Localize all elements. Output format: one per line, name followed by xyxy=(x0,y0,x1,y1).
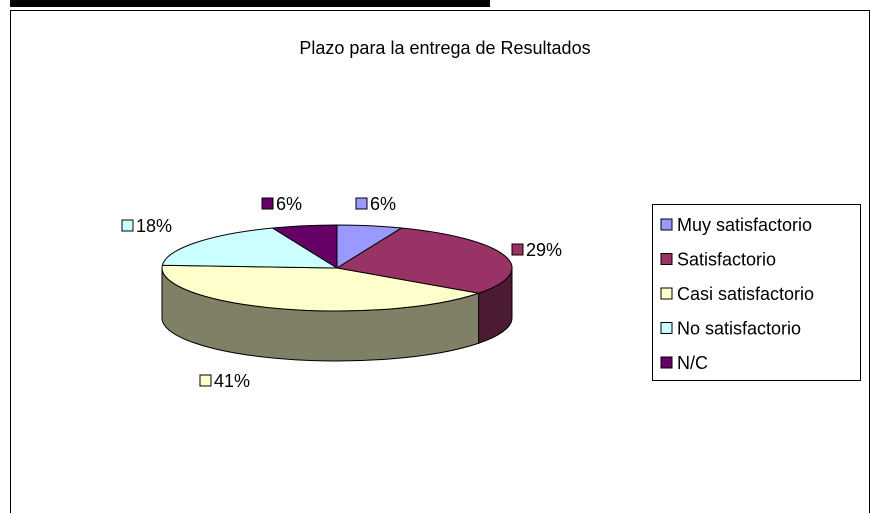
data-label: 29% xyxy=(526,240,562,260)
label-swatch xyxy=(261,197,274,210)
legend-label: Muy satisfactorio xyxy=(677,215,812,235)
data-label: 41% xyxy=(214,371,250,391)
pie-slice xyxy=(335,227,513,294)
legend-swatch xyxy=(660,356,673,369)
legend-label: Satisfactorio xyxy=(677,249,776,269)
label-swatch xyxy=(355,197,368,210)
legend-label: No satisfactorio xyxy=(677,318,801,338)
pie-slice xyxy=(161,264,479,312)
legend-box xyxy=(652,204,861,381)
label-swatch xyxy=(121,219,134,232)
data-label: 18% xyxy=(136,216,172,236)
legend-label: N/C xyxy=(677,353,708,373)
legend-swatch xyxy=(660,253,673,265)
label-swatch xyxy=(199,374,212,387)
pie-slice xyxy=(271,224,338,269)
data-label: 6% xyxy=(276,194,302,214)
chart-title: Plazo para la entrega de Resultados xyxy=(299,38,590,58)
top-bar xyxy=(10,0,490,7)
legend-label: Casi satisfactorio xyxy=(677,284,814,304)
legend-swatch xyxy=(660,322,673,334)
legend-swatch xyxy=(660,218,673,231)
label-swatch xyxy=(511,243,524,256)
legend-swatch xyxy=(660,287,673,300)
data-label: 6% xyxy=(370,194,396,214)
pie-slice xyxy=(161,227,339,269)
